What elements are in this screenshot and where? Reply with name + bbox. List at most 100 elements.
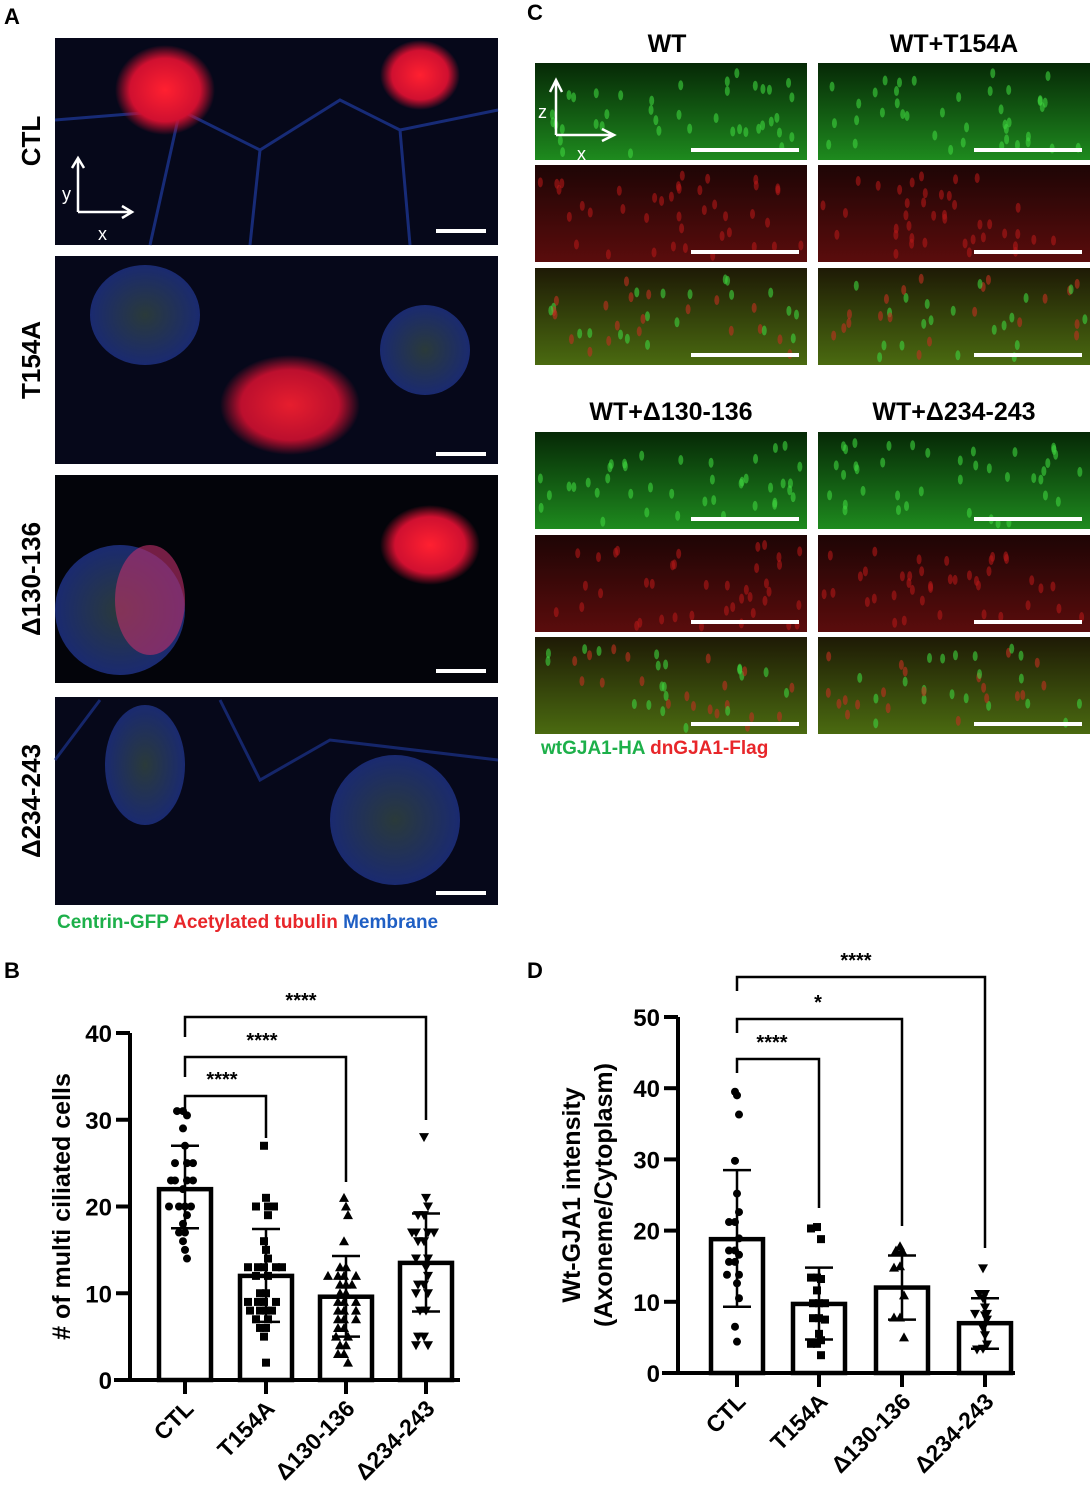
signal-spot [582, 644, 588, 655]
signal-spot [665, 698, 671, 709]
data-point [244, 1263, 252, 1272]
confocal-merge [535, 268, 807, 365]
signal-spot [841, 469, 847, 480]
signal-spot [587, 650, 593, 661]
data-point [725, 1257, 733, 1266]
signal-spot [646, 289, 652, 300]
signal-spot [762, 540, 768, 551]
significance-label: **** [840, 950, 871, 972]
data-point [735, 1110, 743, 1119]
signal-spot [830, 587, 836, 598]
signal-spot [873, 693, 879, 704]
signal-spot [683, 722, 689, 733]
data-point [189, 1159, 197, 1168]
signal-spot [942, 213, 948, 224]
data-point [889, 1262, 899, 1272]
signal-spot [596, 552, 602, 563]
signal-spot [966, 247, 972, 258]
signal-spot [998, 611, 1004, 622]
signal-spot [776, 127, 782, 138]
data-point [978, 1264, 988, 1274]
signal-spot [820, 200, 826, 211]
signal-spot [919, 566, 925, 577]
signal-spot [1045, 458, 1051, 469]
scale-bar [691, 620, 799, 624]
confocal-green-channel [818, 432, 1090, 529]
signal-spot [737, 124, 743, 135]
signal-spot [1034, 657, 1040, 668]
signal-spot [921, 686, 927, 697]
significance-bracket [183, 1055, 348, 1182]
micrograph-d130-136 [55, 475, 498, 683]
signal-spot [906, 220, 912, 231]
signal-spot [690, 701, 696, 712]
signal-spot [875, 180, 881, 191]
data-point [970, 1309, 980, 1319]
signal-spot [909, 177, 915, 188]
signal-spot [985, 274, 991, 285]
signal-spot [1077, 466, 1083, 477]
signal-spot [1051, 444, 1057, 455]
significance-label: * [814, 992, 822, 1014]
signal-spot [899, 340, 905, 351]
signal-spot [640, 313, 646, 324]
data-point [272, 1263, 280, 1272]
signal-spot [857, 571, 863, 582]
signal-spot [655, 660, 661, 671]
signal-spot [585, 477, 591, 488]
data-point [733, 1091, 741, 1100]
legend-tubulin: Acetylated tubulin [173, 912, 338, 933]
data-point [807, 1273, 815, 1282]
signal-spot [701, 205, 707, 216]
significance-bracket [735, 1017, 904, 1226]
signal-spot [618, 90, 624, 101]
signal-spot [903, 292, 909, 303]
signal-spot [631, 699, 637, 710]
signal-spot [977, 279, 983, 290]
signal-spot [829, 81, 835, 92]
signal-spot [1006, 117, 1012, 128]
signal-spot [901, 615, 907, 626]
signal-spot [1042, 97, 1048, 108]
signal-spot [753, 453, 759, 464]
signal-spot [705, 173, 711, 184]
signal-spot [977, 669, 983, 680]
signal-spot [963, 693, 969, 704]
signal-spot [537, 473, 543, 484]
data-point [256, 1289, 264, 1298]
signal-spot [960, 137, 966, 148]
signal-spot [990, 551, 996, 562]
signal-spot [921, 318, 927, 329]
signal-spot [573, 239, 579, 250]
data-point [817, 1275, 825, 1284]
chart-d: 0 10 20 30 40 50 Wt-GJA1 intensity (Axoneme/Cyt… [558, 950, 1015, 1478]
signal-spot [685, 304, 691, 315]
signal-spot [1038, 583, 1044, 594]
signal-spot [723, 211, 729, 222]
signal-spot [797, 546, 803, 557]
signal-spot [628, 488, 634, 499]
signal-spot [902, 676, 908, 687]
title-wt: WT [648, 30, 687, 58]
data-point [423, 1341, 433, 1351]
signal-spot [855, 175, 861, 186]
signal-spot [953, 174, 959, 185]
signal-spot [789, 92, 795, 103]
data-point [254, 1263, 262, 1272]
x-tick-label: Δ234-243 [350, 1395, 440, 1485]
signal-spot [966, 507, 972, 518]
signal-spot [925, 447, 931, 458]
signal-spot [899, 571, 905, 582]
signal-spot [831, 330, 837, 341]
panel-label-d: D [527, 958, 543, 983]
signal-spot [714, 295, 720, 306]
y-tick-label: 20 [85, 1195, 112, 1222]
signal-spot [854, 115, 860, 126]
scale-bar [974, 148, 1082, 152]
scale-bar [691, 722, 799, 726]
data-point [333, 1348, 343, 1358]
data-point [268, 1306, 276, 1315]
signal-spot [714, 708, 720, 719]
signal-spot [970, 234, 976, 245]
